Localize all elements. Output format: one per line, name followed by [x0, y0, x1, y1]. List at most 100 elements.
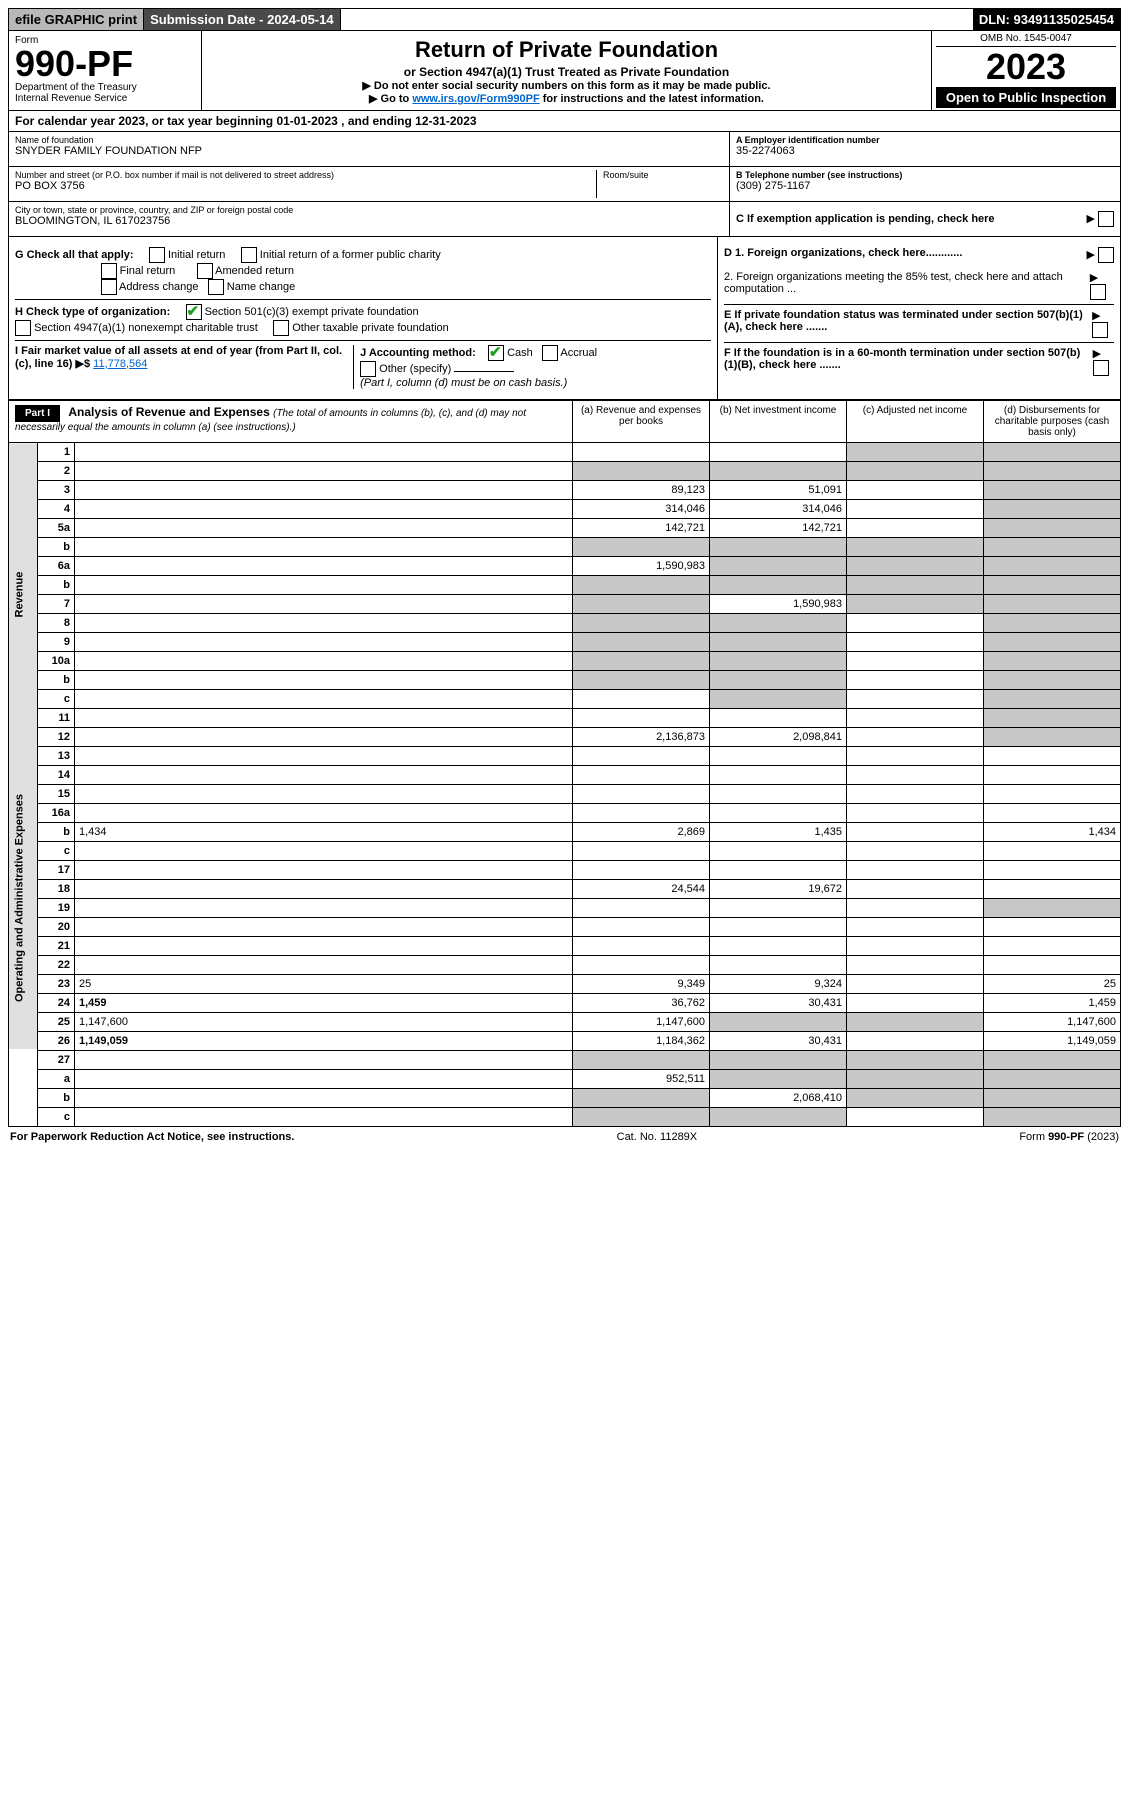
- instr-line2: ▶ Go to www.irs.gov/Form990PF for instru…: [208, 92, 925, 105]
- amount-cell: [984, 689, 1121, 708]
- amount-cell: [573, 1050, 710, 1069]
- amount-cell: [984, 556, 1121, 575]
- line-number: 17: [38, 860, 75, 879]
- amount-cell: [710, 708, 847, 727]
- d2-checkbox[interactable]: [1090, 284, 1106, 300]
- d2-label: 2. Foreign organizations meeting the 85%…: [724, 271, 1090, 300]
- amount-cell: [984, 670, 1121, 689]
- amount-cell: [984, 879, 1121, 898]
- amount-cell: [710, 765, 847, 784]
- line-number: 13: [38, 746, 75, 765]
- amount-cell: [984, 765, 1121, 784]
- amount-cell: [847, 461, 984, 480]
- line-number: 6a: [38, 556, 75, 575]
- line-number: 22: [38, 955, 75, 974]
- table-row: 5a142,721142,721: [9, 518, 1121, 537]
- e-checkbox[interactable]: [1092, 322, 1108, 338]
- amount-cell: [573, 1088, 710, 1107]
- line-number: c: [38, 1107, 75, 1126]
- table-row: 14: [9, 765, 1121, 784]
- line-number: 21: [38, 936, 75, 955]
- amount-cell: [710, 651, 847, 670]
- tel-box: B Telephone number (see instructions) (3…: [730, 167, 1120, 202]
- amount-cell: [984, 594, 1121, 613]
- info-grid: Name of foundation SNYDER FAMILY FOUNDAT…: [8, 132, 1121, 237]
- amount-cell: [710, 1069, 847, 1088]
- line-description: [75, 556, 573, 575]
- amount-cell: [573, 917, 710, 936]
- form-header: Form 990-PF Department of the Treasury I…: [8, 31, 1121, 111]
- header-left: Form 990-PF Department of the Treasury I…: [9, 31, 202, 110]
- amount-cell: [573, 898, 710, 917]
- form-subtitle: or Section 4947(a)(1) Trust Treated as P…: [208, 65, 925, 79]
- line-description: [75, 898, 573, 917]
- line-number: 27: [38, 1050, 75, 1069]
- line-description: 1,459: [75, 993, 573, 1012]
- f-row: F If the foundation is in a 60-month ter…: [724, 342, 1114, 380]
- amount-cell: [847, 708, 984, 727]
- amount-cell: [573, 708, 710, 727]
- line-description: [75, 803, 573, 822]
- amount-cell: [847, 594, 984, 613]
- cash-checkbox[interactable]: [488, 345, 504, 361]
- info-left: Name of foundation SNYDER FAMILY FOUNDAT…: [9, 132, 729, 236]
- d1-checkbox[interactable]: [1098, 247, 1114, 263]
- amount-cell: [847, 955, 984, 974]
- other-taxable-checkbox[interactable]: [273, 320, 289, 336]
- table-row: 1824,54419,672: [9, 879, 1121, 898]
- exemption-pending-box: C If exemption application is pending, c…: [730, 202, 1120, 236]
- f-checkbox[interactable]: [1093, 360, 1109, 376]
- line-number: 18: [38, 879, 75, 898]
- c-checkbox[interactable]: [1098, 211, 1114, 227]
- addr-label: Number and street (or P.O. box number if…: [15, 170, 596, 180]
- amended-return-checkbox[interactable]: [197, 263, 213, 279]
- fmv-link[interactable]: 11,778,564: [93, 358, 147, 370]
- amount-cell: [710, 784, 847, 803]
- amount-cell: [847, 917, 984, 936]
- amount-cell: 1,147,600: [984, 1012, 1121, 1031]
- address-change-checkbox[interactable]: [101, 279, 117, 295]
- line-description: [75, 879, 573, 898]
- amount-cell: [573, 841, 710, 860]
- name-change-checkbox[interactable]: [208, 279, 224, 295]
- city-box: City or town, state or province, country…: [9, 202, 729, 236]
- initial-former-checkbox[interactable]: [241, 247, 257, 263]
- footer-mid: Cat. No. 11289X: [617, 1131, 698, 1143]
- other-method-checkbox[interactable]: [360, 361, 376, 377]
- final-return-checkbox[interactable]: [101, 263, 117, 279]
- amount-cell: [984, 1069, 1121, 1088]
- amount-cell: [984, 784, 1121, 803]
- g-initial: Initial return: [168, 249, 225, 261]
- amount-cell: [984, 746, 1121, 765]
- 4947a1-checkbox[interactable]: [15, 320, 31, 336]
- table-row: 122,136,8732,098,841: [9, 727, 1121, 746]
- line-description: [75, 499, 573, 518]
- line-number: 8: [38, 613, 75, 632]
- amount-cell: [984, 537, 1121, 556]
- amount-cell: [984, 936, 1121, 955]
- foundation-name-box: Name of foundation SNYDER FAMILY FOUNDAT…: [9, 132, 729, 167]
- amount-cell: [847, 993, 984, 1012]
- line-number: 11: [38, 708, 75, 727]
- form990pf-link[interactable]: www.irs.gov/Form990PF: [412, 93, 539, 105]
- amount-cell: 89,123: [573, 480, 710, 499]
- part1-header-row: Part I Analysis of Revenue and Expenses …: [8, 400, 1121, 443]
- name-label: Name of foundation: [15, 135, 723, 145]
- amount-cell: [573, 461, 710, 480]
- amount-cell: [984, 955, 1121, 974]
- accrual-checkbox[interactable]: [542, 345, 558, 361]
- amount-cell: 314,046: [573, 499, 710, 518]
- 501c3-checkbox[interactable]: [186, 304, 202, 320]
- g-amended: Amended return: [215, 265, 294, 277]
- name-value: SNYDER FAMILY FOUNDATION NFP: [15, 145, 723, 157]
- amount-cell: [847, 670, 984, 689]
- h-label: H Check type of organization:: [15, 306, 170, 318]
- amount-cell: [847, 860, 984, 879]
- j-other: Other (specify): [379, 363, 451, 375]
- amount-cell: [710, 1012, 847, 1031]
- amount-cell: [573, 537, 710, 556]
- table-row: c: [9, 841, 1121, 860]
- initial-return-checkbox[interactable]: [149, 247, 165, 263]
- amount-cell: [847, 556, 984, 575]
- line-description: [75, 955, 573, 974]
